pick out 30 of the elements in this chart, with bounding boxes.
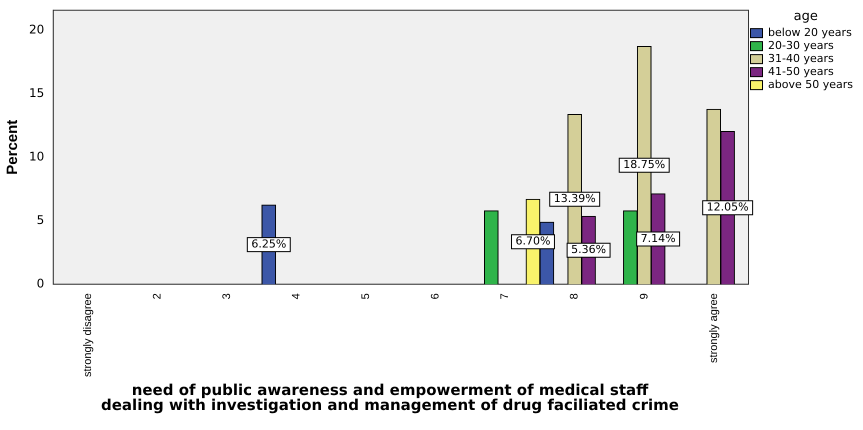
y-tick-label: 5 [36, 212, 44, 227]
x-tick-label: strongly disagree [82, 293, 94, 378]
data-label: 18.75% [623, 158, 666, 172]
y-tick-label: 15 [28, 86, 44, 100]
x-tick-label: 9 [638, 293, 650, 300]
legend-label: 41-50 years [768, 64, 834, 78]
x-tick-label: 5 [360, 293, 372, 300]
x-tick-label: 3 [221, 293, 234, 300]
data-label: 13.39% [554, 192, 596, 206]
data-label: 5.36% [571, 243, 606, 256]
data-label: 6.70% [516, 234, 550, 248]
legend-label: 31-40 years [768, 52, 834, 65]
y-tick-label: 20 [28, 22, 44, 37]
x-tick-label: 7 [499, 293, 512, 300]
x-tick-label: 8 [568, 293, 581, 300]
data-label: 6.25% [251, 237, 286, 250]
data-label: 12.05% [706, 200, 749, 214]
y-tick-label: 0 [36, 276, 44, 290]
x-axis-title: need of public awareness and empowerment of medical staff dealing with investigation and management of drug faciliated crime [100, 381, 680, 414]
x-tick-label: 2 [152, 293, 164, 300]
legend-label: above 50 years [768, 78, 854, 91]
x-tick-label: 6 [430, 293, 442, 300]
y-tick-label: 10 [28, 149, 44, 164]
y-axis-title: Percent [4, 120, 22, 175]
x-tick-label: strongly agree [708, 293, 720, 363]
legend-title: age [794, 8, 818, 24]
x-tick-label: 4 [290, 293, 303, 300]
legend-label: below 20 years [768, 26, 852, 39]
legend-label: 20-30 years [768, 38, 834, 52]
data-label: 7.14% [640, 232, 676, 245]
